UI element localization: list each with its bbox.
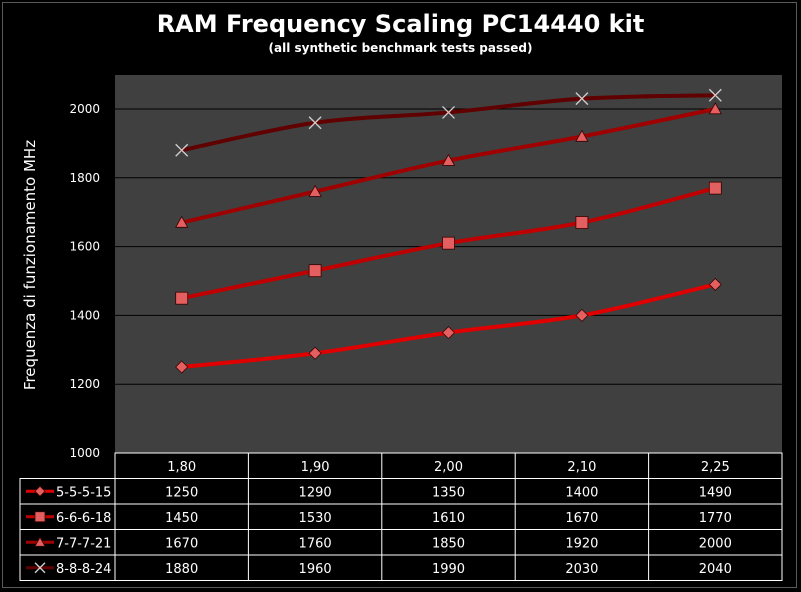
data-point-8-8-8-24 xyxy=(175,143,189,157)
data-point-6-6-6-18 xyxy=(175,291,189,305)
plot-area xyxy=(115,75,782,453)
table-cell-value: 1770 xyxy=(699,511,732,526)
table-cell-value: 1960 xyxy=(299,562,332,577)
legend-marker xyxy=(34,536,46,547)
y-tick-label: 1800 xyxy=(69,171,100,185)
data-point-6-6-6-18 xyxy=(708,181,722,195)
data-point-5-5-5-15 xyxy=(575,308,589,322)
data-point-5-5-5-15 xyxy=(708,277,722,292)
legend-label: 6-6-6-18 xyxy=(56,511,111,526)
data-point-8-8-8-24 xyxy=(708,88,722,102)
table-cell-value: 1490 xyxy=(699,485,732,500)
y-tick-label: 1200 xyxy=(69,377,100,391)
chart-title: RAM Frequency Scaling PC14440 kit xyxy=(156,10,645,38)
table-cell-value: 1450 xyxy=(165,511,198,526)
legend-marker xyxy=(34,485,46,497)
table-cell-value: 1610 xyxy=(432,511,465,526)
data-point-8-8-8-24 xyxy=(308,116,322,130)
table-cell-value: 1760 xyxy=(299,536,332,551)
table-cell-value: 1850 xyxy=(432,536,465,551)
data-point-6-6-6-18 xyxy=(442,236,455,250)
data-point-7-7-7-21 xyxy=(308,184,322,197)
data-point-7-7-7-21 xyxy=(441,153,456,166)
data-point-6-6-6-18 xyxy=(308,264,322,278)
data-point-7-7-7-21 xyxy=(708,102,722,115)
table-cell-value: 1670 xyxy=(165,536,198,551)
table-cell-value: 2000 xyxy=(699,536,732,551)
table-cell-value: 1920 xyxy=(565,536,598,551)
chart-subtitle: (all synthetic benchmark tests passed) xyxy=(268,41,533,55)
table-cell-value: 1530 xyxy=(299,511,332,526)
data-point-5-5-5-15 xyxy=(441,326,456,340)
data-point-5-5-5-15 xyxy=(308,346,322,360)
legend-label: 8-8-8-24 xyxy=(56,562,111,577)
x-tick-label: 1,80 xyxy=(167,460,196,475)
y-tick-label: 1600 xyxy=(69,240,100,254)
y-tick-label: 1400 xyxy=(69,308,100,322)
x-tick-label: 2,00 xyxy=(434,460,463,475)
table-cell-value: 2030 xyxy=(565,562,598,577)
table-cell-value: 2040 xyxy=(699,562,732,577)
x-tick-label: 2,25 xyxy=(701,460,730,475)
data-point-5-5-5-15 xyxy=(175,360,189,374)
x-tick-label: 1,90 xyxy=(301,460,330,475)
data-point-8-8-8-24 xyxy=(575,92,589,106)
table-cell-value: 1350 xyxy=(432,485,465,500)
y-tick-label: 2000 xyxy=(69,102,100,116)
table-cell-value: 1400 xyxy=(565,485,598,500)
table-cell-value: 1990 xyxy=(432,562,465,577)
table-cell-value: 1670 xyxy=(565,511,598,526)
x-tick-label: 2,10 xyxy=(567,460,596,475)
legend-marker xyxy=(34,562,46,574)
data-point-8-8-8-24 xyxy=(442,105,455,119)
data-point-7-7-7-21 xyxy=(575,129,589,142)
y-tick-label: 1000 xyxy=(69,446,100,460)
data-point-7-7-7-21 xyxy=(175,215,189,228)
legend-marker xyxy=(34,511,46,523)
legend-label: 7-7-7-21 xyxy=(56,536,111,551)
legend-label: 5-5-5-15 xyxy=(56,485,111,500)
table-cell-value: 1250 xyxy=(165,485,198,500)
table-cell-value: 1880 xyxy=(165,562,198,577)
data-point-6-6-6-18 xyxy=(575,216,589,229)
table-cell-value: 1290 xyxy=(299,485,332,500)
